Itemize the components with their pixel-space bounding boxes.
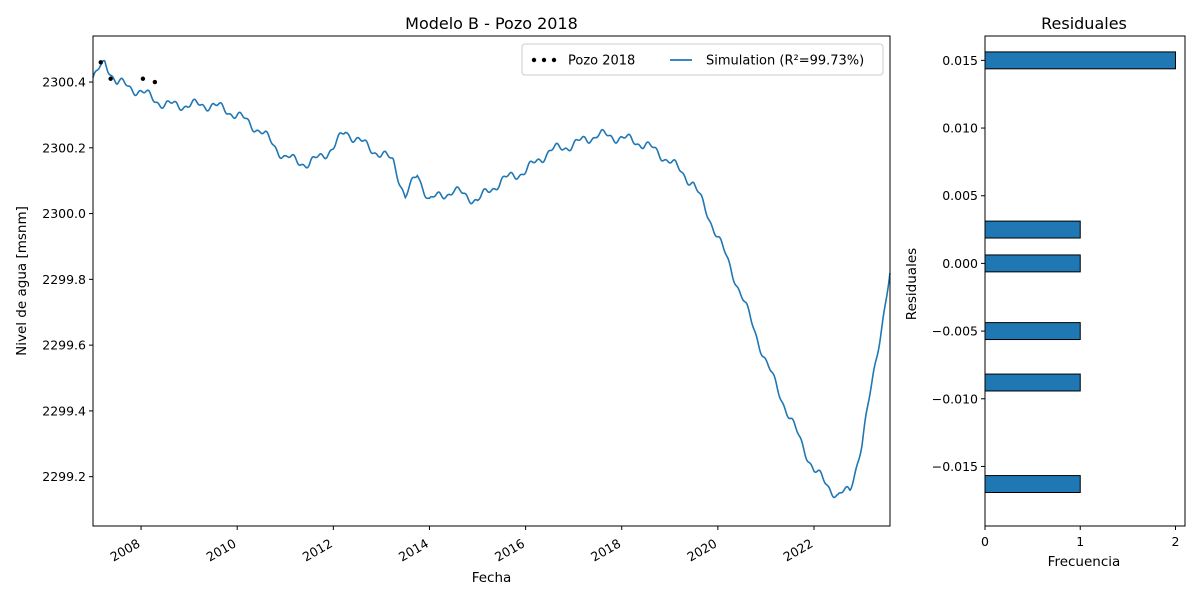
histogram-bar	[984, 322, 1081, 341]
observed-point	[108, 76, 113, 81]
x-tick-label: 0	[981, 534, 989, 549]
observed-point	[152, 79, 158, 85]
histogram-y-axis-title: Residuales	[904, 248, 920, 320]
legend-observed-marker	[541, 57, 547, 63]
line-chart-ticks: 2299.2 2299.4 2299.6 2299.8 2300.0 2300.2 2300…	[42, 75, 815, 565]
histogram-bar	[984, 51, 1176, 70]
y-tick-label: −0.005	[932, 324, 978, 339]
histogram-bar	[984, 254, 1081, 273]
line-chart-plot-area	[92, 59, 891, 499]
y-tick-label: 2300.4	[42, 75, 86, 90]
histogram-x-axis-title: Frecuencia	[1048, 554, 1121, 570]
histogram-title: Residuales	[1041, 14, 1127, 33]
line-chart-title: Modelo B - Pozo 2018	[405, 14, 578, 33]
y-tick-label: −0.015	[932, 459, 978, 474]
histogram-bar	[984, 373, 1081, 392]
legend-observed-label: Pozo 2018	[568, 54, 635, 69]
x-tick-label: 2	[1171, 534, 1179, 549]
legend-box	[521, 43, 884, 76]
x-tick-label: 2012	[300, 536, 335, 565]
x-tick-label: 2008	[108, 536, 143, 565]
legend: Pozo 2018 Simulation (R²=99.73%)	[521, 43, 884, 76]
y-tick-label: 2299.8	[42, 272, 86, 287]
y-tick-label: 2299.2	[42, 469, 86, 484]
x-tick-label: 2014	[396, 536, 431, 565]
simulation-series-line	[92, 59, 891, 499]
x-tick-label: 1	[1076, 534, 1084, 549]
histogram-plot-area	[984, 51, 1176, 493]
y-tick-label: −0.010	[932, 391, 978, 406]
line-chart-panel: Modelo B - Pozo 2018 2299.22299.42299.62…	[14, 14, 891, 586]
residual-histogram-panel: Residuales −0.015 −0.010 −0.005 0.000 0.005 0…	[904, 14, 1186, 570]
y-tick-label: 2300.0	[42, 206, 86, 221]
y-tick-label: 0.005	[942, 188, 978, 203]
x-tick-label: 2016	[492, 536, 527, 565]
x-tick-label: 2018	[588, 536, 623, 565]
line-chart-x-axis-title: Fecha	[472, 570, 512, 586]
y-tick-label: 0.000	[942, 256, 978, 271]
histogram-bar	[984, 220, 1081, 239]
y-tick-label: 2299.4	[42, 403, 86, 418]
y-tick-label: 0.015	[942, 53, 978, 68]
x-tick-label: 2020	[684, 536, 719, 565]
histogram-frame	[984, 35, 1186, 527]
y-tick-label: 2300.2	[42, 140, 86, 155]
legend-observed-marker	[551, 57, 557, 63]
legend-observed-marker	[531, 57, 537, 63]
line-chart-y-axis-title: Nivel de agua [msnm]	[14, 206, 30, 356]
x-tick-label: 2010	[204, 536, 239, 565]
observed-point	[98, 60, 103, 65]
legend-simulation-label: Simulation (R²=99.73%)	[706, 54, 864, 69]
histogram-ticks: −0.015 −0.010 −0.005 0.000 0.005 0.010 0.015 0 1…	[932, 53, 1180, 549]
line-chart-frame	[92, 35, 891, 527]
y-tick-label: 0.010	[942, 121, 978, 136]
histogram-bar	[984, 475, 1081, 493]
y-tick-label: 2299.6	[42, 338, 86, 353]
x-tick-label: 2022	[780, 536, 815, 565]
observed-point	[140, 76, 146, 81]
